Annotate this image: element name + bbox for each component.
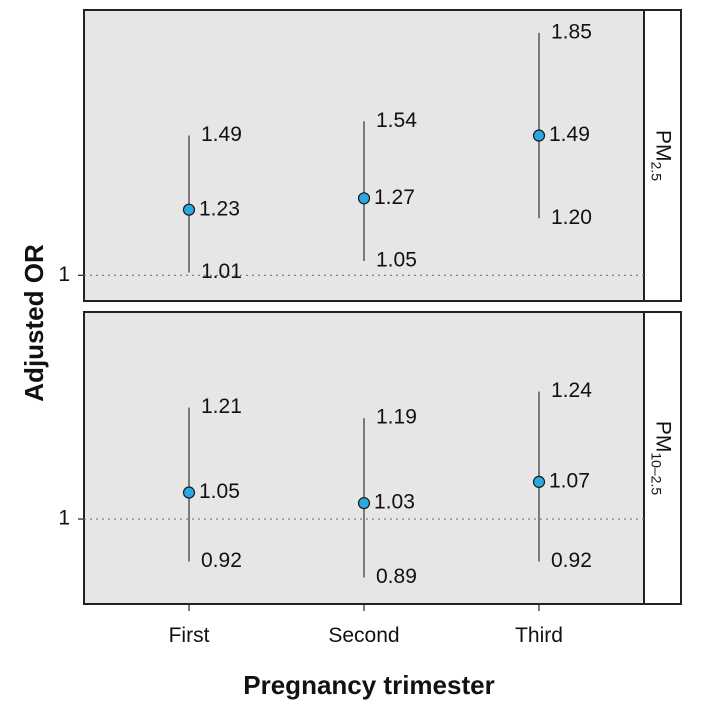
- y-tick-label: 1: [58, 507, 70, 530]
- lower-ci-label: 0.89: [376, 565, 417, 588]
- lower-ci-label: 0.92: [551, 549, 592, 572]
- facet-strip-main: PM: [652, 421, 675, 453]
- estimate-label: 1.27: [374, 186, 415, 209]
- lower-ci-label: 1.20: [551, 206, 592, 229]
- estimate-label: 1.07: [549, 469, 590, 492]
- estimate-label: 1.05: [199, 480, 240, 503]
- x-tick-label: Third: [515, 624, 563, 647]
- estimate-label: 1.23: [199, 197, 240, 220]
- upper-ci-label: 1.49: [201, 123, 242, 146]
- facet-strip-subscript: 2.5: [649, 162, 665, 182]
- point-estimate: [182, 486, 196, 499]
- facet-strip: [643, 311, 682, 605]
- facet-strip-label: PM2.5: [649, 130, 675, 181]
- upper-ci-label: 1.21: [201, 395, 242, 418]
- upper-ci-label: 1.24: [551, 379, 592, 402]
- estimate-label: 1.03: [374, 491, 415, 514]
- facet-strip-subscript: 10–2.5: [649, 452, 665, 495]
- estimate-label: 1.49: [549, 123, 590, 146]
- point-estimate: [357, 497, 371, 510]
- upper-ci-label: 1.85: [551, 20, 592, 43]
- lower-ci-label: 0.92: [201, 549, 242, 572]
- lower-ci-label: 1.05: [376, 249, 417, 272]
- upper-ci-label: 1.19: [376, 406, 417, 429]
- lower-ci-label: 1.01: [201, 260, 242, 283]
- point-estimate: [357, 192, 371, 205]
- point-estimate: [182, 203, 196, 216]
- x-axis-title: Pregnancy trimester: [243, 670, 494, 700]
- point-estimate: [532, 475, 546, 488]
- y-tick-label: 1: [58, 263, 70, 286]
- facet-strip-label: PM10–2.5: [649, 421, 675, 496]
- x-tick-label: Second: [328, 624, 399, 647]
- facet-strip: [643, 9, 682, 302]
- y-axis-title: Adjusted OR: [19, 244, 49, 402]
- x-tick-label: First: [169, 624, 210, 647]
- facet-strip-main: PM: [652, 130, 675, 162]
- upper-ci-label: 1.54: [376, 109, 417, 132]
- point-estimate: [532, 129, 546, 142]
